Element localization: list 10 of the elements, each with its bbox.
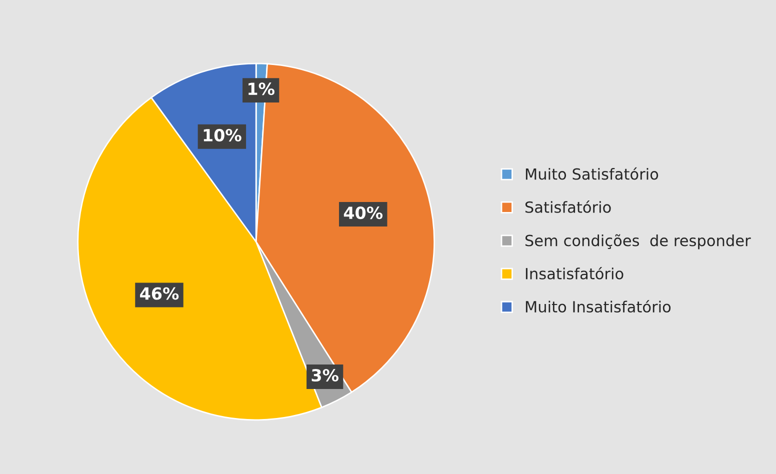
legend-label: Muito Satisfatório: [526, 167, 658, 180]
legend-label: Satisfatório: [525, 200, 611, 213]
legend-label: Sem condições de responder: [525, 234, 751, 250]
data-label: 46%: [140, 287, 179, 300]
data-label: 1%: [248, 82, 274, 96]
legend-label: Muito Insatisfatório: [526, 300, 671, 313]
data-label: 10%: [204, 128, 242, 142]
data-label: 3%: [312, 368, 338, 382]
legend-label: Insatisfatório: [526, 266, 624, 280]
data-label: 40%: [344, 206, 383, 220]
